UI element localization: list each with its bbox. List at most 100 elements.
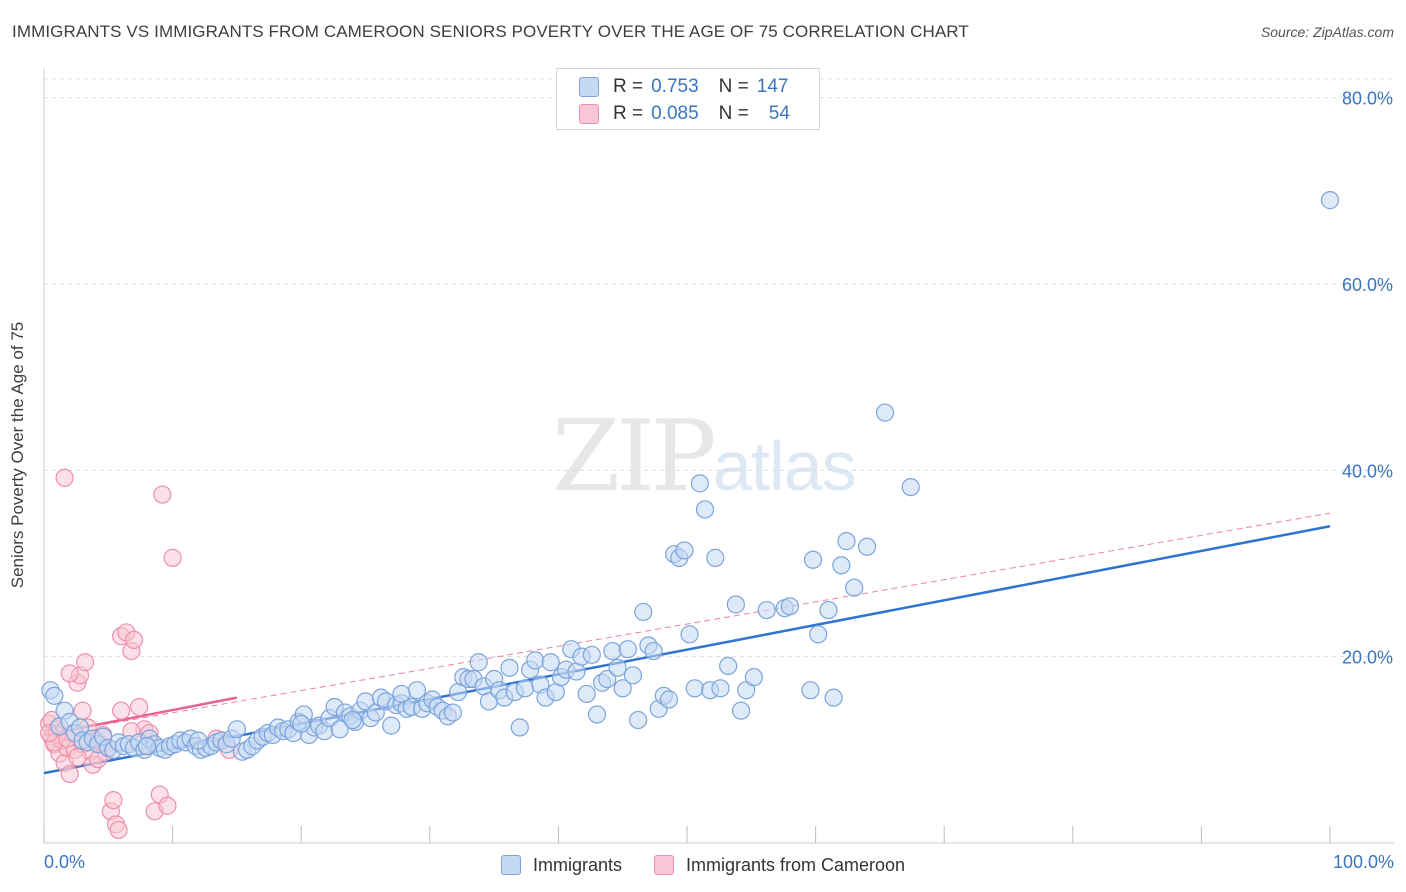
- series-legend: Immigrants Immigrants from Cameroon: [0, 852, 1406, 878]
- immigrants-point: [515, 679, 535, 698]
- y-tick-label: 20.0%: [1342, 648, 1393, 668]
- immigrants-point: [392, 684, 411, 704]
- immigrants-point: [901, 477, 920, 497]
- blue-swatch: [500, 855, 521, 875]
- immigrants-point: [801, 681, 820, 700]
- immigrants-point: [711, 679, 730, 698]
- y-tick-label: 40.0%: [1342, 461, 1393, 481]
- r-value: 0.085: [651, 103, 699, 124]
- immigrants-point: [227, 720, 246, 739]
- immigrants-point: [685, 679, 704, 698]
- y-tick-label: 80.0%: [1342, 89, 1393, 109]
- immigrants-point: [780, 597, 799, 616]
- legend-label: Immigrants from Cameroon: [685, 854, 906, 875]
- cameroon-point: [124, 630, 144, 649]
- immigrants-point: [382, 716, 401, 735]
- y-tick-label: 60.0%: [1342, 275, 1393, 295]
- immigrants-point: [695, 500, 715, 519]
- legend-row-cameroon: R = 0.085 N = 54: [579, 103, 790, 125]
- n-value: 147: [756, 76, 789, 97]
- immigrants-point: [343, 710, 362, 730]
- cameroon-point: [60, 764, 79, 784]
- cameroon-point: [68, 748, 87, 767]
- n-label: N =: [718, 103, 749, 124]
- cameroon-point: [76, 653, 95, 672]
- n-value: 54: [768, 103, 790, 124]
- immigrants-point: [809, 625, 828, 644]
- immigrants-point: [659, 690, 679, 709]
- immigrants-point: [634, 602, 653, 622]
- immigrants-point: [726, 595, 745, 614]
- immigrants-point: [629, 710, 648, 730]
- immigrants-point: [137, 737, 156, 756]
- immigrants-point: [832, 556, 851, 575]
- legend-label: Immigrants: [532, 854, 622, 875]
- legend-row-immigrants: R = 0.753 N = 147: [579, 76, 788, 98]
- immigrants-point: [623, 666, 643, 685]
- immigrants-point: [824, 688, 843, 707]
- immigrants-point: [857, 537, 877, 556]
- immigrants-point: [598, 669, 617, 689]
- cameroon-trendline-extended: [43, 512, 1331, 736]
- immigrants-point: [510, 718, 529, 737]
- immigrants-point: [541, 653, 560, 672]
- immigrants-point: [644, 641, 663, 661]
- chart-title: IMMIGRANTS VS IMMIGRANTS FROM CAMEROON S…: [12, 22, 969, 41]
- immigrants-point: [45, 686, 64, 705]
- cameroon-point: [130, 697, 149, 717]
- immigrants-point: [1320, 191, 1340, 210]
- immigrants-point: [675, 541, 694, 560]
- cameroon-point: [158, 796, 177, 815]
- immigrants-point: [330, 720, 349, 739]
- y-tick-labels: 20.0% 40.0% 60.0% 80.0%: [1342, 89, 1393, 668]
- immigrants-point: [875, 403, 895, 422]
- immigrants-point: [719, 656, 738, 676]
- y-axis-label: Seniors Poverty Over the Age of 75: [8, 321, 27, 589]
- cameroon-point: [60, 664, 79, 683]
- immigrants-point: [577, 684, 596, 704]
- immigrants-point: [613, 679, 632, 698]
- r-label: R =: [613, 76, 644, 97]
- immigrants-point: [603, 641, 622, 661]
- immigrants-point: [292, 714, 311, 733]
- x-tick-max: 100.0%: [1332, 852, 1394, 872]
- grid-layer: [44, 78, 1394, 658]
- immigrants-point: [706, 548, 725, 567]
- immigrants-point: [587, 705, 607, 724]
- immigrants-point: [443, 703, 463, 722]
- immigrants-point: [803, 550, 823, 569]
- pink-swatch: [579, 104, 599, 124]
- legend-item-immigrants[interactable]: Immigrants: [500, 854, 622, 876]
- immigrants-point: [618, 640, 637, 659]
- axis-layer: [43, 68, 1394, 844]
- immigrants-point: [757, 600, 776, 620]
- stats-legend: R = 0.753 N = 147 R = 0.085 N = 54: [556, 68, 820, 130]
- immigrants-point: [526, 651, 545, 670]
- immigrants-point: [837, 532, 856, 551]
- immigrants-point: [469, 653, 488, 672]
- r-value: 0.753: [651, 76, 699, 97]
- watermark-logo: ZIPatlas: [552, 400, 857, 514]
- immigrants-point: [680, 625, 699, 644]
- series-cameroon: [40, 468, 239, 840]
- cameroon-point: [153, 485, 172, 504]
- immigrants-point: [845, 578, 864, 597]
- immigrants-point: [731, 701, 751, 720]
- source-label: Source: ZipAtlas.com: [1260, 24, 1394, 40]
- cameroon-point: [163, 548, 182, 567]
- immigrants-point: [500, 658, 519, 677]
- n-label: N =: [718, 76, 749, 97]
- immigrants-point: [819, 600, 838, 620]
- x-tick-min: 0.0%: [44, 852, 86, 872]
- blue-swatch: [579, 77, 599, 97]
- immigrants-point: [744, 668, 763, 687]
- immigrants-point: [608, 658, 627, 677]
- legend-item-cameroon[interactable]: Immigrants from Cameroon: [653, 854, 906, 876]
- immigrants-point: [582, 645, 601, 664]
- pink-swatch: [653, 855, 674, 875]
- cameroon-point: [109, 820, 128, 840]
- immigrants-point: [690, 474, 709, 493]
- r-label: R =: [613, 103, 644, 124]
- cameroon-point: [55, 468, 74, 487]
